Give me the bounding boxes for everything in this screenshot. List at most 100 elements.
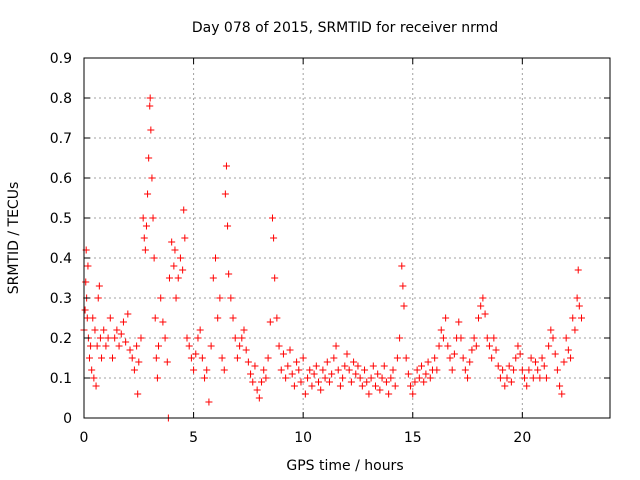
data-point [168, 238, 176, 246]
data-point [268, 214, 276, 222]
data-point [422, 370, 430, 378]
data-point [488, 354, 496, 362]
data-point [275, 342, 283, 350]
data-point [494, 362, 502, 370]
data-point [106, 314, 114, 322]
data-point [209, 274, 217, 282]
data-point [96, 334, 104, 342]
data-point [139, 214, 147, 222]
data-point [426, 374, 434, 382]
data-point [536, 374, 544, 382]
data-point [575, 302, 583, 310]
data-point [273, 314, 281, 322]
data-point [549, 334, 557, 342]
data-point [201, 374, 209, 382]
data-point [404, 370, 412, 378]
data-point [100, 326, 108, 334]
data-point [529, 374, 537, 382]
data-point [481, 310, 489, 318]
data-point [174, 274, 182, 282]
data-point [485, 342, 493, 350]
data-point [556, 382, 564, 390]
y-tick-label: 0.1 [50, 371, 72, 387]
data-point [147, 126, 155, 134]
data-point [88, 366, 96, 374]
data-point [531, 358, 539, 366]
data-point [301, 390, 309, 398]
data-point [356, 374, 364, 382]
data-point [409, 390, 417, 398]
data-point [104, 334, 112, 342]
data-point [286, 346, 294, 354]
data-point [553, 366, 561, 374]
data-point [369, 362, 377, 370]
data-point [457, 334, 465, 342]
data-point [233, 354, 241, 362]
data-point [82, 278, 90, 286]
data-point [157, 294, 165, 302]
x-tick-label: 0 [80, 430, 89, 446]
data-point [413, 366, 421, 374]
data-point [176, 254, 184, 262]
data-point [538, 354, 546, 362]
data-point [306, 366, 314, 374]
x-tick-label: 5 [189, 430, 198, 446]
data-point [446, 354, 454, 362]
data-point [371, 382, 379, 390]
data-points [80, 94, 586, 422]
data-point [145, 154, 153, 162]
data-point [163, 358, 171, 366]
chart-title: Day 078 of 2015, SRMTID for receiver nrm… [192, 20, 498, 36]
data-point [251, 362, 259, 370]
data-point [81, 306, 89, 314]
data-point [102, 342, 110, 350]
y-tick-label: 0.3 [50, 291, 72, 307]
data-point [431, 354, 439, 362]
data-point [282, 374, 290, 382]
data-point [442, 314, 450, 322]
y-tick-label: 0.6 [50, 171, 72, 187]
data-point [499, 366, 507, 374]
data-point [98, 354, 106, 362]
data-point [391, 382, 399, 390]
y-tick-label: 0 [63, 411, 72, 427]
data-point [332, 342, 340, 350]
data-point [146, 94, 154, 102]
data-point [284, 362, 292, 370]
data-point [117, 330, 125, 338]
data-point [290, 382, 298, 390]
data-point [225, 270, 233, 278]
data-point [325, 378, 333, 386]
data-point [534, 366, 542, 374]
data-point [194, 334, 202, 342]
data-point [387, 374, 395, 382]
data-point [483, 334, 491, 342]
data-point [240, 326, 248, 334]
data-point [468, 346, 476, 354]
data-point [227, 294, 235, 302]
data-point [133, 342, 141, 350]
data-point [89, 314, 97, 322]
data-point [444, 342, 452, 350]
data-point [126, 346, 134, 354]
data-point [85, 354, 93, 362]
data-point [221, 190, 229, 198]
data-point [393, 354, 401, 362]
data-point [571, 326, 579, 334]
data-point [111, 334, 119, 342]
x-tick-label: 10 [294, 430, 312, 446]
data-point [562, 334, 570, 342]
y-axis-ticks: 0 0.1 0.2 0.3 0.4 0.5 0.6 0.7 0.8 0.9 [50, 51, 610, 427]
y-tick-label: 0.8 [50, 91, 72, 107]
data-point [560, 358, 568, 366]
data-point [411, 378, 419, 386]
data-point [352, 370, 360, 378]
data-point [514, 342, 522, 350]
data-point [361, 366, 369, 374]
data-point [119, 318, 127, 326]
data-point [253, 386, 261, 394]
data-point [260, 366, 268, 374]
data-point [343, 350, 351, 358]
x-tick-label: 15 [404, 430, 422, 446]
data-point [152, 354, 160, 362]
